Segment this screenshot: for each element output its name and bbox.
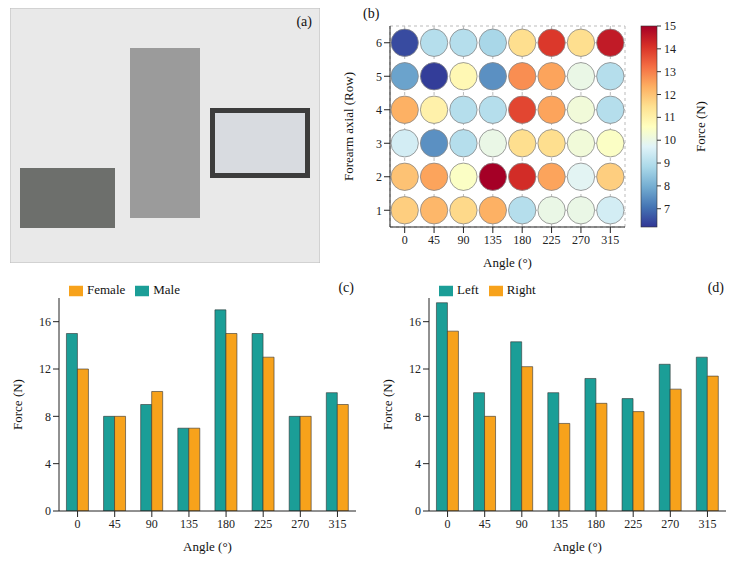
svg-text:0: 0 xyxy=(415,504,421,518)
svg-text:180: 180 xyxy=(217,517,235,531)
html-text:Female: Female xyxy=(87,282,126,297)
svg-text:45: 45 xyxy=(109,517,121,531)
svg-text:45: 45 xyxy=(479,517,491,531)
svg-text:4: 4 xyxy=(376,103,382,117)
svg-text:Forearm axial (Row): Forearm axial (Row) xyxy=(341,72,356,181)
svg-text:0: 0 xyxy=(402,233,408,247)
svg-text:135: 135 xyxy=(550,517,568,531)
svg-text:0: 0 xyxy=(45,504,51,518)
svg-text:Force (N): Force (N) xyxy=(693,101,708,152)
svg-text:Angle (°): Angle (°) xyxy=(183,539,232,554)
svg-text:315: 315 xyxy=(328,517,346,531)
html-text:Male: Male xyxy=(153,282,180,297)
svg-text:10: 10 xyxy=(664,133,676,147)
svg-text:Force (N): Force (N) xyxy=(380,379,395,430)
html-text:Left: Left xyxy=(457,282,479,297)
svg-text:8: 8 xyxy=(415,410,421,424)
svg-text:45: 45 xyxy=(428,233,440,247)
svg-text:225: 225 xyxy=(543,233,561,247)
svg-text:15: 15 xyxy=(664,19,676,33)
svg-text:Angle (°): Angle (°) xyxy=(553,539,602,554)
svg-text:225: 225 xyxy=(254,517,272,531)
svg-text:225: 225 xyxy=(624,517,642,531)
svg-text:12: 12 xyxy=(664,88,676,102)
svg-text:180: 180 xyxy=(513,233,531,247)
svg-text:0: 0 xyxy=(445,517,451,531)
svg-text:4: 4 xyxy=(415,457,421,471)
svg-text:11: 11 xyxy=(664,110,676,124)
svg-text:180: 180 xyxy=(587,517,605,531)
svg-text:Angle (°): Angle (°) xyxy=(483,255,532,270)
svg-text:90: 90 xyxy=(516,517,528,531)
svg-text:90: 90 xyxy=(146,517,158,531)
svg-text:270: 270 xyxy=(291,517,309,531)
svg-text:13: 13 xyxy=(664,65,676,79)
svg-text:16: 16 xyxy=(409,315,421,329)
svg-text:4: 4 xyxy=(45,457,51,471)
svg-text:14: 14 xyxy=(664,42,676,56)
svg-text:5: 5 xyxy=(376,70,382,84)
svg-text:135: 135 xyxy=(484,233,502,247)
svg-text:8: 8 xyxy=(45,410,51,424)
html-text:(b): (b) xyxy=(363,6,380,21)
svg-text:135: 135 xyxy=(180,517,198,531)
svg-text:315: 315 xyxy=(601,233,619,247)
svg-text:270: 270 xyxy=(572,233,590,247)
html-text:(d): (d) xyxy=(707,280,724,295)
svg-text:Force (N): Force (N) xyxy=(10,379,25,430)
svg-text:16: 16 xyxy=(39,315,51,329)
svg-text:12: 12 xyxy=(39,362,51,376)
svg-text:0: 0 xyxy=(75,517,81,531)
html-text:(a): (a) xyxy=(296,14,312,29)
svg-text:7: 7 xyxy=(664,202,670,216)
svg-text:6: 6 xyxy=(376,36,382,50)
svg-text:3: 3 xyxy=(376,137,382,151)
svg-text:9: 9 xyxy=(664,156,670,170)
html-text:Right: Right xyxy=(506,282,536,297)
svg-text:8: 8 xyxy=(664,179,670,193)
svg-text:12: 12 xyxy=(409,362,421,376)
svg-text:90: 90 xyxy=(457,233,469,247)
svg-text:1: 1 xyxy=(376,204,382,218)
svg-text:315: 315 xyxy=(698,517,716,531)
svg-text:2: 2 xyxy=(376,170,382,184)
svg-text:270: 270 xyxy=(661,517,679,531)
html-text:(c): (c) xyxy=(338,280,354,295)
